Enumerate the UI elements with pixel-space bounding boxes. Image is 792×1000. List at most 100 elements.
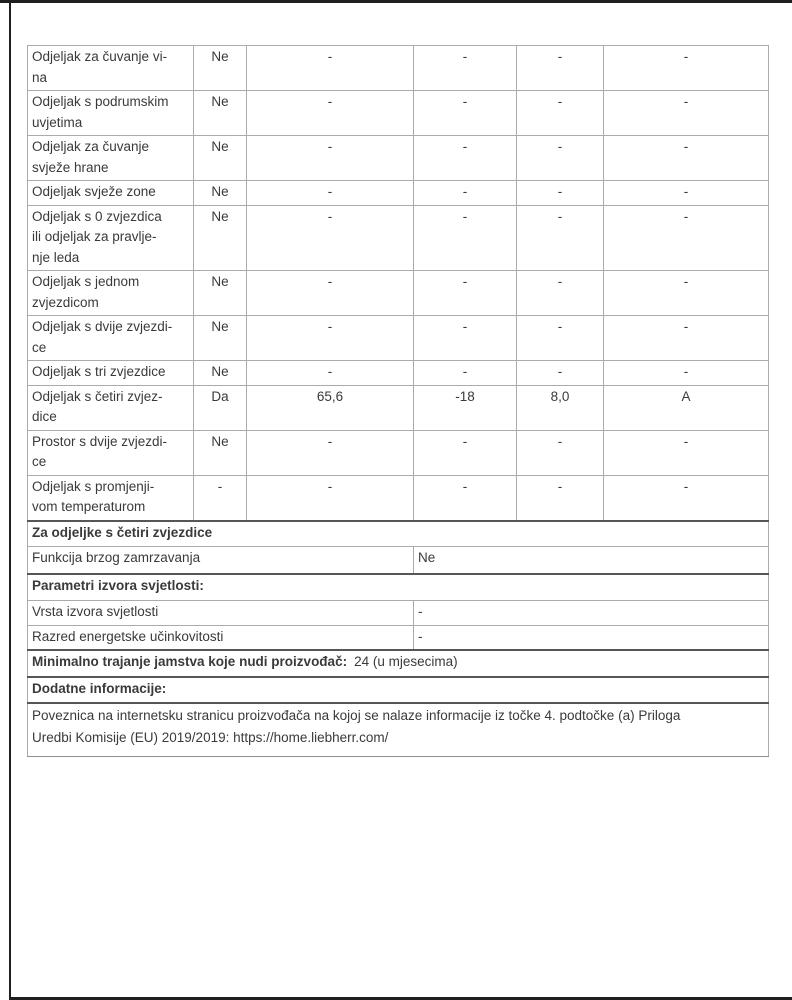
table-row: Odjeljak s promjenji- vom temperaturom -…: [27, 474, 769, 521]
table-row: Odjeljak svježe zone Ne - - - -: [27, 180, 769, 206]
compartment-value: -: [603, 204, 769, 271]
compartment-label: Prostor s dvije zvjezdi- ce: [27, 429, 194, 476]
compartment-value: -: [413, 135, 517, 181]
compartment-present: Ne: [193, 315, 247, 361]
table-row: Odjeljak s četiri zvjez- dice Da 65,6 -1…: [27, 384, 769, 431]
warranty-value: 24 (u mjesecima): [354, 654, 458, 669]
compartment-value: -: [413, 474, 517, 521]
fast-freeze-value: Ne: [413, 546, 769, 574]
table-row: Odjeljak s dvije zvjezdi- ce Ne - - - -: [27, 315, 769, 361]
compartment-present: Ne: [193, 90, 247, 136]
compartment-value: -: [603, 135, 769, 181]
link-row: Poveznica na internetsku stranicu proizv…: [27, 702, 769, 757]
manufacturer-url[interactable]: https://home.liebherr.com/: [233, 729, 389, 745]
compartment-present: Ne: [193, 270, 247, 316]
section-header-row: Dodatne informacije:: [27, 676, 769, 704]
section-title-additional-info: Dodatne informacije:: [27, 676, 769, 704]
compartment-value: -: [603, 90, 769, 136]
table-row: Odjeljak s podrumskim uvjetima Ne - - - …: [27, 90, 769, 136]
warranty-label: Minimalno trajanje jamstva koje nudi pro…: [32, 654, 348, 669]
compartment-value: -: [603, 180, 769, 206]
compartment-label: Odjeljak za čuvanje svježe hrane: [27, 135, 194, 181]
compartment-value: -: [246, 270, 414, 316]
compartment-value: -: [413, 270, 517, 316]
compartment-value: 8,0: [516, 384, 604, 431]
section-title-light-params: Parametri izvora svjetlosti:: [27, 572, 769, 601]
table-row: Odjeljak za čuvanje svježe hrane Ne - - …: [27, 135, 769, 181]
compartment-label: Odjeljak s podrumskim uvjetima: [27, 90, 194, 136]
compartment-value: -: [516, 474, 604, 521]
compartment-present: -: [193, 474, 247, 521]
compartment-value: -: [413, 45, 517, 91]
compartment-present: Ne: [193, 429, 247, 476]
compartment-label: Odjeljak s 0 zvjezdica ili odjeljak za p…: [27, 204, 194, 271]
compartment-label: Odjeljak svježe zone: [27, 180, 194, 206]
compartment-value: -: [516, 180, 604, 206]
compartment-value: -: [246, 204, 414, 271]
compartment-value: -: [246, 429, 414, 476]
compartment-value: -: [516, 429, 604, 476]
compartment-value: -: [246, 360, 414, 386]
manufacturer-link-text: Poveznica na internetsku stranicu proizv…: [32, 708, 681, 745]
compartment-value: -: [413, 360, 517, 386]
compartment-label: Odjeljak za čuvanje vi- na: [27, 45, 194, 91]
warranty-cell: Minimalno trajanje jamstva koje nudi pro…: [27, 649, 769, 678]
table-row: Odjeljak s tri zvjezdice Ne - - - -: [27, 360, 769, 386]
table-row: Odjeljak s 0 zvjezdica ili odjeljak za p…: [27, 204, 769, 271]
table-row: Prostor s dvije zvjezdi- ce Ne - - - -: [27, 429, 769, 476]
compartment-present: Ne: [193, 360, 247, 386]
compartment-present: Da: [193, 384, 247, 431]
compartment-label: Odjeljak s promjenji- vom temperaturom: [27, 474, 194, 521]
manufacturer-link-cell: Poveznica na internetsku stranicu proizv…: [27, 702, 769, 757]
compartment-value: -: [516, 45, 604, 91]
light-class-value: -: [413, 624, 769, 651]
fast-freeze-label: Funkcija brzog zamrzavanja: [27, 546, 414, 574]
compartment-value: -: [413, 429, 517, 476]
compartment-value: -: [516, 360, 604, 386]
table-row: Razred energetske učinkovitosti -: [27, 624, 769, 651]
compartment-present: Ne: [193, 180, 247, 206]
compartment-value: -: [516, 270, 604, 316]
light-type-label: Vrsta izvora svjetlosti: [27, 600, 414, 626]
section-title-four-star: Za odjeljke s četiri zvjezdice: [27, 519, 769, 547]
table-row: Odjeljak s jednom zvjezdicom Ne - - - -: [27, 270, 769, 316]
compartment-value: -: [516, 315, 604, 361]
compartment-value: -: [413, 180, 517, 206]
page-border-left: [9, 0, 11, 1000]
compartment-value: -: [603, 315, 769, 361]
compartment-value: -: [516, 135, 604, 181]
compartment-present: Ne: [193, 204, 247, 271]
section-header-row: Za odjeljke s četiri zvjezdice: [27, 519, 769, 547]
compartment-value: A: [603, 384, 769, 431]
light-class-label: Razred energetske učinkovitosti: [27, 624, 414, 651]
table-row: Funkcija brzog zamrzavanja Ne: [27, 546, 769, 574]
product-fiche-table: Odjeljak za čuvanje vi- na Ne - - - - Od…: [27, 45, 769, 757]
compartment-value: -: [413, 90, 517, 136]
table-row: Vrsta izvora svjetlosti -: [27, 600, 769, 626]
page-border-bottom: [9, 997, 792, 1000]
compartment-value: -18: [413, 384, 517, 431]
compartment-value: -: [413, 315, 517, 361]
compartment-label: Odjeljak s četiri zvjez- dice: [27, 384, 194, 431]
compartment-label: Odjeljak s tri zvjezdice: [27, 360, 194, 386]
compartment-label: Odjeljak s dvije zvjezdi- ce: [27, 315, 194, 361]
compartment-value: -: [603, 474, 769, 521]
compartment-label: Odjeljak s jednom zvjezdicom: [27, 270, 194, 316]
light-type-value: -: [413, 600, 769, 626]
compartment-value: -: [516, 90, 604, 136]
table-row: Odjeljak za čuvanje vi- na Ne - - - -: [27, 45, 769, 91]
compartment-value: -: [413, 204, 517, 271]
compartment-value: -: [516, 204, 604, 271]
compartment-present: Ne: [193, 45, 247, 91]
compartment-value: -: [603, 360, 769, 386]
compartment-value: -: [246, 45, 414, 91]
compartment-value: -: [603, 429, 769, 476]
compartment-value: -: [603, 270, 769, 316]
compartment-value: -: [246, 135, 414, 181]
compartment-value: -: [246, 90, 414, 136]
compartment-value: 65,6: [246, 384, 414, 431]
compartment-present: Ne: [193, 135, 247, 181]
page-border-top: [0, 0, 792, 3]
compartment-value: -: [603, 45, 769, 91]
